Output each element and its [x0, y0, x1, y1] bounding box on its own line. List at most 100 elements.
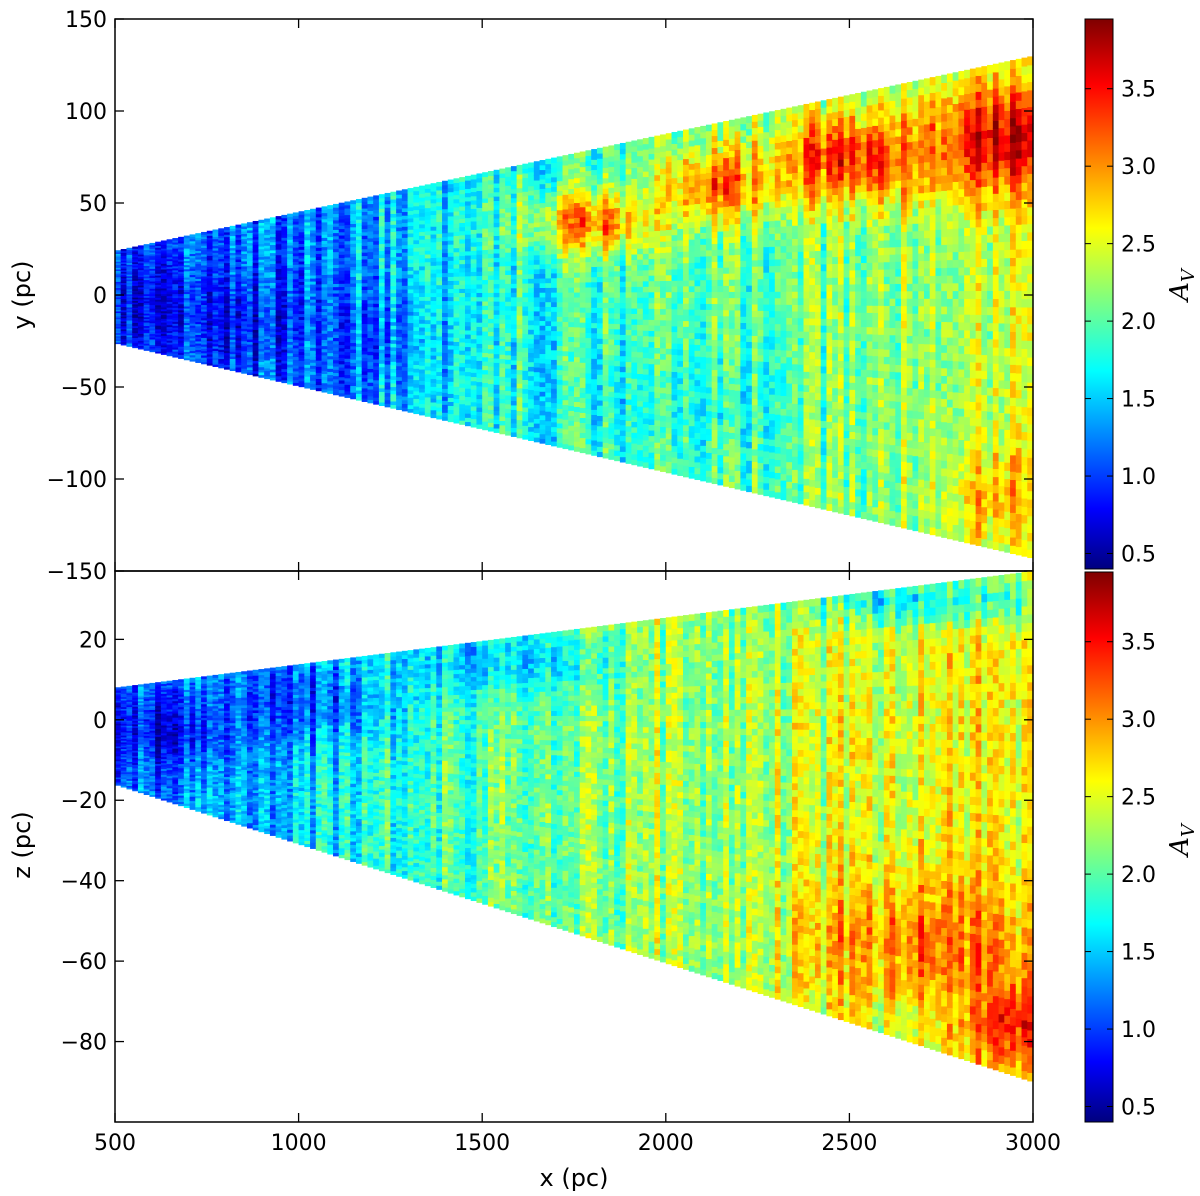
heatmap-cell [556, 422, 564, 429]
heatmap-cell [562, 233, 569, 239]
heatmap-cell [246, 252, 254, 256]
heatmap-cell [195, 269, 202, 273]
heatmap-cell [574, 287, 581, 293]
heatmap-cell [212, 266, 219, 269]
heatmap-cell [470, 330, 478, 336]
heatmap-cell [137, 276, 145, 279]
heatmap-cell [401, 240, 409, 246]
heatmap-cell [464, 213, 472, 219]
heatmap-cell [493, 191, 501, 197]
heatmap-cell [143, 343, 151, 346]
heatmap-cell [183, 270, 191, 274]
heatmap-cell [568, 435, 575, 441]
heatmap-cell [206, 358, 214, 362]
heatmap-cell [166, 291, 173, 295]
heatmap-cell [459, 374, 466, 380]
heatmap-cell [556, 359, 564, 366]
heatmap-cell [464, 209, 472, 214]
heatmap-cell [229, 341, 237, 345]
heatmap-cell [510, 409, 518, 415]
heatmap-cell [510, 283, 518, 289]
heatmap-cell [224, 321, 231, 325]
heatmap-cell [551, 292, 558, 298]
heatmap-cell [464, 346, 472, 352]
heatmap-cell [579, 286, 587, 293]
heatmap-cell [166, 318, 173, 322]
heatmap-cell [528, 185, 535, 191]
heatmap-cell [430, 269, 437, 274]
heatmap-cell [551, 296, 558, 303]
heatmap-cell [522, 269, 529, 275]
heatmap-cell [407, 374, 414, 380]
heatmap-cell [568, 203, 575, 209]
heatmap-cell [390, 238, 397, 243]
heatmap-cell [510, 220, 518, 226]
heatmap-cell [137, 264, 145, 267]
heatmap-cell [361, 306, 369, 311]
heatmap-cell [132, 258, 139, 261]
heatmap-cell [258, 374, 265, 378]
heatmap-cell [252, 290, 260, 294]
heatmap-cell [419, 235, 426, 240]
heatmap-cell [373, 331, 380, 336]
heatmap-cell [574, 172, 581, 179]
heatmap-cell [115, 268, 122, 272]
heatmap-cell [115, 290, 122, 293]
heatmap-cell [252, 233, 260, 238]
heatmap-cell [407, 389, 414, 395]
heatmap-cell [361, 343, 369, 348]
heatmap-cell [390, 209, 397, 214]
heatmap-cell [178, 246, 185, 250]
heatmap-cell [155, 247, 162, 250]
heatmap-cell [189, 348, 196, 352]
heatmap-cell [252, 226, 260, 230]
heatmap-cell [430, 237, 437, 243]
heatmap-cell [235, 239, 242, 243]
heatmap-cell [224, 298, 231, 302]
heatmap-cell [149, 246, 156, 249]
heatmap-cell [568, 316, 575, 323]
heatmap-cell [252, 272, 260, 276]
heatmap-cell [390, 346, 397, 351]
heatmap-cell [155, 275, 162, 278]
heatmap-cell [476, 381, 483, 387]
heatmap-cell [522, 296, 529, 302]
heatmap-cell [424, 261, 432, 267]
heatmap-cell [172, 247, 179, 251]
heatmap-cell [551, 431, 558, 437]
heatmap-cell [229, 322, 237, 326]
heatmap-cell [160, 335, 168, 338]
heatmap-cell [413, 251, 420, 256]
heatmap-cell [556, 364, 564, 371]
heatmap-cell [470, 292, 478, 298]
heatmap-cell [442, 232, 449, 238]
heatmap-cell [436, 343, 443, 349]
heatmap-cell [178, 251, 185, 254]
heatmap-cell [528, 213, 535, 219]
heatmap-cell [178, 289, 185, 293]
heatmap-cell [568, 425, 575, 431]
heatmap-cell [401, 384, 409, 390]
heatmap-cell [562, 414, 569, 420]
heatmap-cell [556, 199, 564, 206]
heatmap-cell [447, 276, 455, 281]
heatmap-cell [499, 327, 506, 333]
heatmap-cell [493, 318, 501, 324]
heatmap-cell [195, 291, 202, 295]
heatmap-cell [419, 265, 426, 271]
heatmap-cell [516, 264, 523, 271]
heatmap-cell [424, 396, 432, 402]
heatmap-cell [487, 196, 495, 202]
heatmap-cell [155, 280, 162, 284]
heatmap-cell [218, 365, 225, 369]
heatmap-cell [487, 378, 495, 384]
heatmap-cell [137, 316, 145, 319]
heatmap-cell [115, 332, 122, 335]
heatmap-cell [218, 332, 225, 336]
heatmap-cell [499, 234, 506, 240]
heatmap-cell [246, 349, 254, 353]
heatmap-cell [269, 249, 277, 254]
heatmap-cell [533, 315, 541, 321]
heatmap-cell [568, 287, 575, 293]
heatmap-cell [367, 217, 374, 222]
